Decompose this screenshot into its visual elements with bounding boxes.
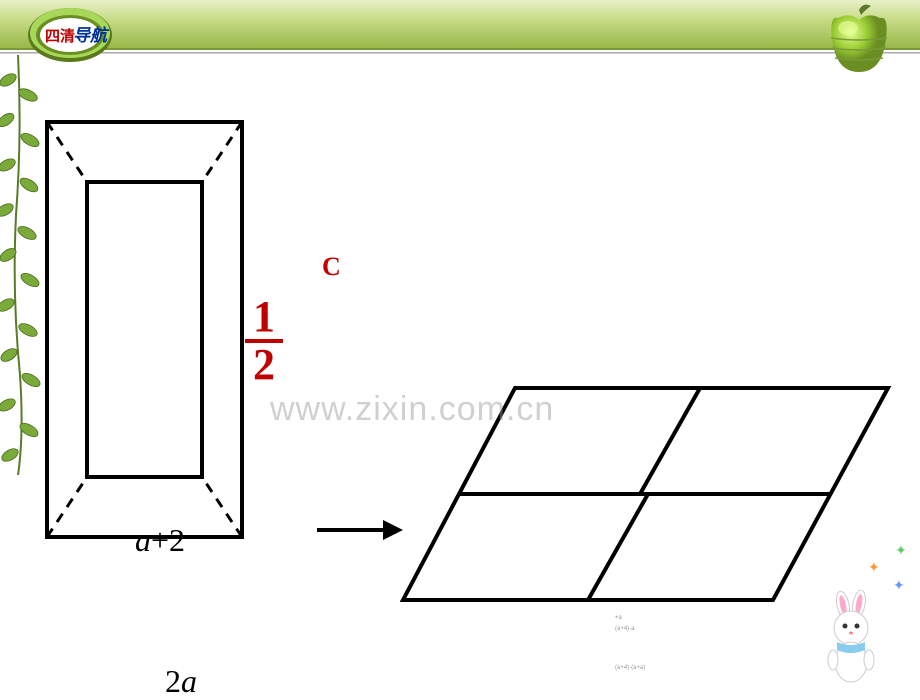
- logo-badge: 四清 导航: [25, 5, 115, 65]
- tiny-annotation-2: (a+4)·a: [615, 626, 635, 632]
- header-bar: [0, 0, 920, 62]
- badge-text-right: 导航: [73, 26, 110, 45]
- fraction-half: 1 2: [245, 295, 283, 387]
- star-decoration-1: ✦: [868, 560, 880, 577]
- tiny-annotation-1: +a: [615, 615, 622, 621]
- tiny-annotation-3: (a+4)·(a+a): [615, 665, 645, 671]
- main-content: C 1 2 a+2 2a www.zixin.com.cn +a (a+4)·a…: [45, 120, 875, 600]
- apple-decoration: [813, 0, 905, 80]
- leaves-decoration: [0, 55, 60, 475]
- answer-label: C: [322, 252, 341, 282]
- arrow-icon: [315, 515, 405, 545]
- fraction-denominator: 2: [245, 343, 283, 387]
- fraction-numerator: 1: [245, 295, 283, 343]
- bunny-mascot: [815, 590, 895, 685]
- left-figure: [45, 120, 245, 540]
- inner-rect-label: a+2: [135, 522, 185, 559]
- watermark-text: www.zixin.com.cn: [270, 390, 554, 429]
- bottom-width-label: 2a: [165, 663, 197, 700]
- star-decoration-2: ✦: [895, 543, 907, 560]
- badge-text-left: 四清: [45, 27, 75, 45]
